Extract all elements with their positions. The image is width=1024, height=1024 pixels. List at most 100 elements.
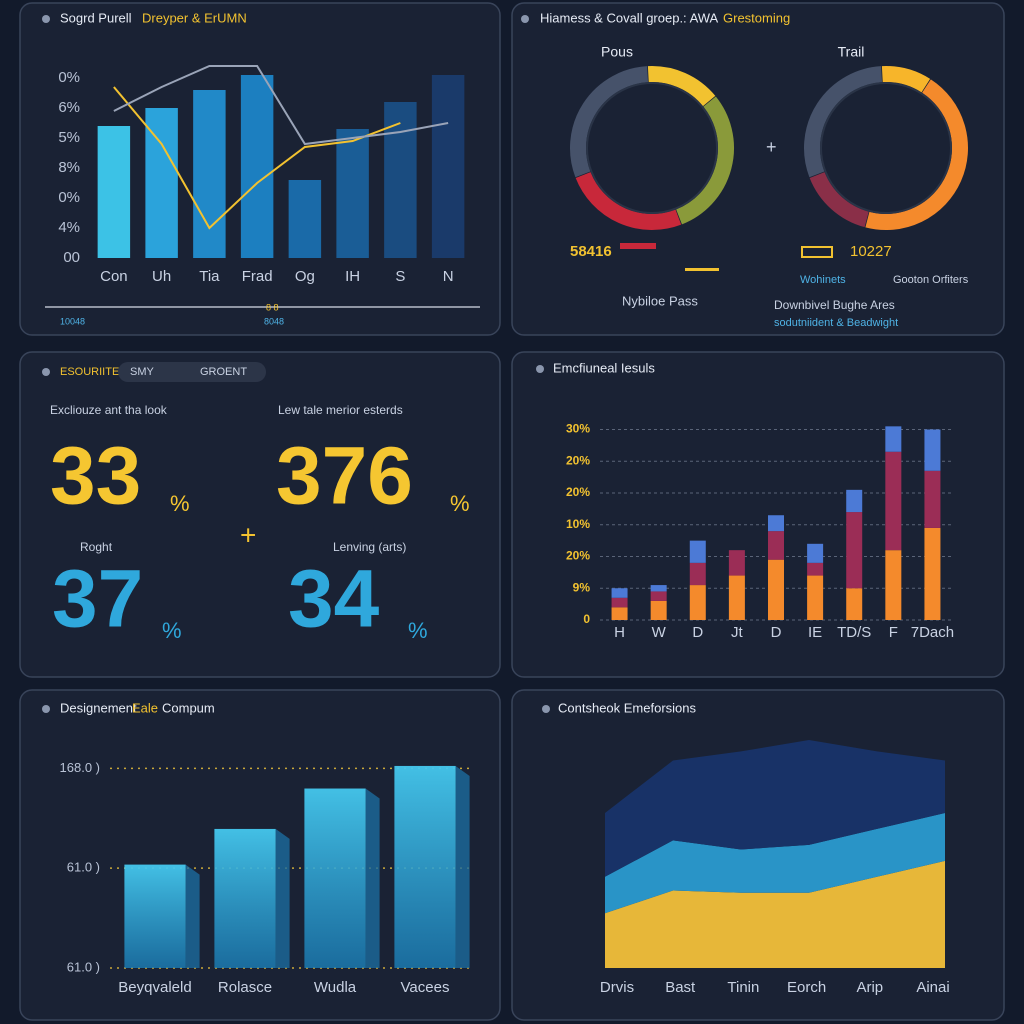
panel-title: Hiamess & Covall groep.: AWA (540, 10, 719, 25)
panel-title: Designement (60, 700, 137, 715)
bar-segment (768, 531, 784, 560)
note-swatch (620, 243, 656, 249)
y-tick-label: 6% (58, 99, 80, 116)
donut-ring (820, 82, 952, 214)
bar-segment (807, 562, 824, 576)
x-tick-label: IH (345, 268, 360, 285)
x-tick-label: H (614, 624, 625, 641)
kpi-caption: Roght (80, 540, 113, 554)
x-tick-label: Bast (665, 979, 696, 996)
bar (214, 828, 276, 968)
y-tick-label: 0% (58, 189, 80, 206)
bar-segment (924, 429, 941, 471)
dot (521, 15, 529, 23)
bar (124, 864, 186, 968)
footnote: 8 8 (266, 302, 279, 312)
note: 10227 (850, 243, 892, 260)
panel-title: Emcfiuneal Iesuls (553, 360, 655, 375)
dot (42, 705, 50, 713)
kpi-caption: Excliouze ant tha look (50, 403, 168, 417)
bar-segment (611, 597, 628, 608)
x-tick-label: Frad (242, 268, 273, 285)
x-tick-label: N (443, 268, 454, 285)
donut-slice (575, 171, 682, 230)
kpi-unit: % (170, 491, 190, 516)
kpi-caption: Lenving (arts) (333, 540, 406, 554)
kpi-caption: Lew tale merior esterds (278, 403, 403, 417)
bar (304, 788, 366, 968)
tab[interactable]: GROENT (200, 366, 247, 378)
bar-side (455, 765, 470, 968)
bar-segment (924, 527, 941, 620)
area (605, 740, 945, 877)
donut-slice (675, 96, 734, 225)
y-tick-label: 20% (566, 453, 590, 467)
y-tick-label: 61.0 ) (67, 860, 100, 875)
x-tick-label: Uh (152, 268, 171, 285)
bar-segment (728, 550, 745, 576)
bar (145, 108, 178, 258)
bar (384, 102, 417, 258)
bar (288, 180, 322, 258)
bar (193, 90, 226, 258)
bar-segment (807, 543, 824, 563)
bar-segment (650, 591, 667, 601)
tab-bar[interactable] (118, 362, 266, 382)
x-tick-label: Tinin (727, 979, 759, 996)
y-tick-label: 00 (63, 249, 80, 266)
dot (536, 365, 544, 373)
x-tick-label: TD/S (837, 624, 871, 641)
kpi-group: Excliouze ant tha look 33 % Lew tale mer… (50, 403, 470, 644)
bar-segment (728, 575, 745, 620)
x-tick-label: 7Dach (911, 624, 954, 641)
donut-ring (586, 82, 718, 214)
bar (97, 126, 131, 258)
kpi-value: 376 (276, 431, 413, 522)
tab[interactable]: SMY (130, 366, 155, 378)
bar-segment (689, 562, 706, 586)
note: Nybiloe Pass (622, 293, 698, 308)
donut-slice (881, 66, 931, 93)
x-tick-label: Arip (856, 979, 883, 996)
x-tick-label: Wudla (314, 979, 357, 996)
bar-segment (846, 512, 863, 589)
panel-title: Sogrd Purell (60, 10, 132, 25)
x-tick-label: Ainai (916, 979, 949, 996)
donut-label: Trail (838, 44, 865, 60)
y-tick-label: 9% (573, 580, 591, 594)
x-tick-label: Beyqvaleld (118, 979, 191, 996)
bar-side (185, 864, 200, 968)
bar-segment (689, 585, 706, 620)
x-tick-label: Rolasce (218, 979, 272, 996)
panel (19, 351, 501, 678)
panel-title: ESOURIITES (60, 366, 127, 378)
bar-segment (611, 588, 628, 598)
y-tick-label: 30% (566, 422, 590, 436)
kpi-value: 33 (50, 431, 141, 522)
note-swatch (685, 268, 719, 271)
kpi-unit: % (450, 491, 470, 516)
y-tick-label: 0% (58, 69, 80, 86)
donut-slice (647, 66, 716, 107)
footnote: 10048 (60, 316, 85, 326)
area (605, 812, 945, 914)
panel-title: Contsheok Emeforsions (558, 700, 697, 715)
kpi-value: 37 (52, 554, 143, 645)
bar-segment (807, 575, 824, 620)
y-tick-label: 10% (566, 517, 590, 531)
footnote: 8048 (264, 316, 284, 326)
bar-segment (924, 470, 941, 528)
panel-title: Compum (162, 700, 215, 715)
y-tick-label: 0 (583, 612, 590, 626)
y-tick-label: 5% (58, 129, 80, 146)
x-tick-label: Vacees (401, 979, 450, 996)
bar-segment (689, 540, 706, 563)
panel-title-accent: Grestoming (723, 10, 790, 25)
bar-side (365, 788, 380, 968)
x-tick-label: Jt (731, 624, 744, 641)
bar (394, 765, 456, 968)
donut-slice (570, 66, 649, 178)
donut-label: Pous (601, 44, 633, 60)
note: Gooton Orfiters (893, 274, 969, 286)
line (113, 86, 401, 230)
